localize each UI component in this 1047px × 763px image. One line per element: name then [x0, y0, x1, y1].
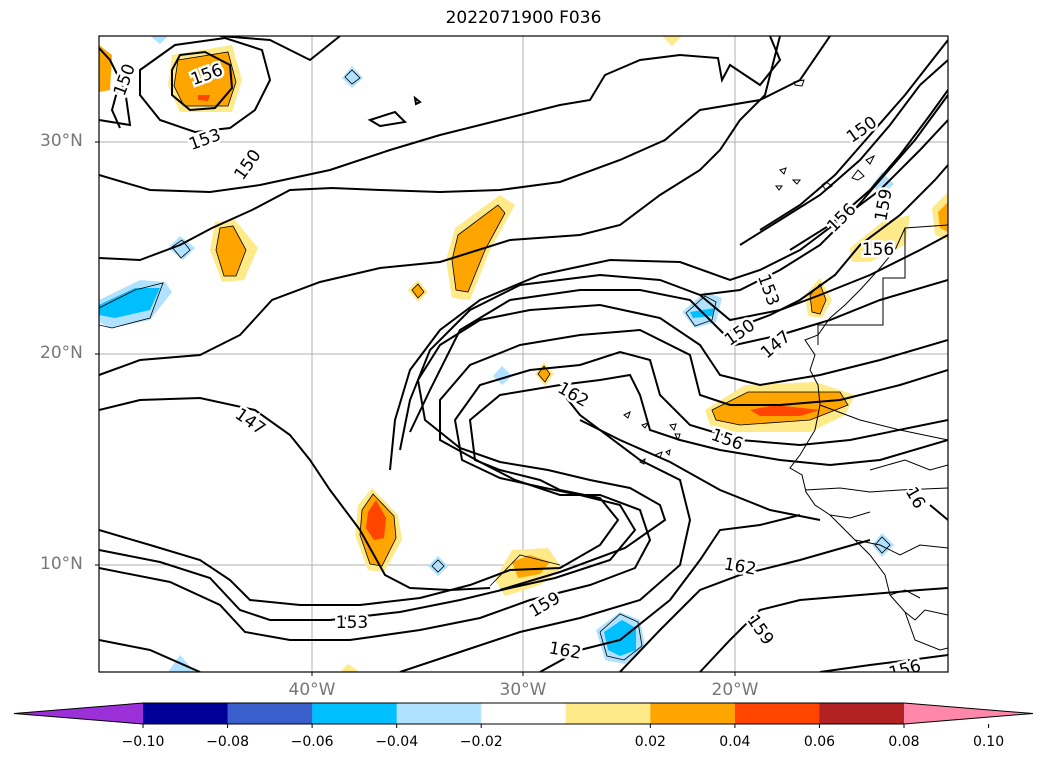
contour-label: 159: [743, 611, 778, 649]
negative-patch: [604, 620, 636, 656]
colorbar-segment: [143, 703, 229, 724]
map-title: 2022071900 F036: [445, 8, 602, 28]
negative-patch: [872, 533, 894, 557]
colorbar-segment: [396, 703, 482, 724]
patch-outlines: [99, 51, 891, 661]
contour-label: 153: [753, 271, 783, 308]
lat-label-30n: 30°N: [40, 131, 83, 151]
contour-label: 156: [823, 199, 860, 236]
lon-label-20w: 20°W: [711, 680, 759, 700]
colorbar-segment: [481, 703, 567, 724]
colorbar-tick-label: −0.04: [375, 734, 419, 750]
contour-label: 162: [547, 638, 582, 663]
contour-label: 156: [887, 656, 924, 684]
lon-label-30w: 30°W: [499, 680, 547, 700]
contour-label-halo: 153: [336, 613, 368, 633]
positive-patch: [850, 215, 910, 262]
colorbar-extend-min: [14, 703, 143, 724]
contour-label: 150: [231, 146, 266, 184]
contour-label: 147: [231, 405, 269, 440]
colorbar-tick-label: −0.06: [290, 734, 334, 750]
colorbar-segment: [734, 703, 820, 724]
positive-patch: [662, 36, 682, 46]
lat-label-10n: 10°N: [40, 554, 83, 574]
lon-label-40w: 40°W: [288, 680, 336, 700]
positive-patch: [512, 555, 550, 578]
negative-patch: [872, 172, 894, 196]
colorbar-segment: [312, 703, 398, 724]
colorbar-extend-max: [904, 703, 1033, 724]
positive-patch: [216, 226, 246, 276]
colorbar-segment: [819, 703, 905, 724]
positive-patch: [340, 664, 360, 672]
gridlines: [99, 36, 948, 672]
colorbar-tick-label: 0.10: [972, 734, 1005, 750]
contour-lines: [99, 36, 948, 672]
positive-patch: [810, 284, 826, 314]
negative-patch: [428, 556, 448, 576]
colorbar-segment: [650, 703, 736, 724]
colorbar: [13, 702, 1034, 728]
colorbar-tick-label: −0.02: [459, 734, 503, 750]
colorbar-segment: [227, 703, 313, 724]
colorbar-tick-label: −0.10: [121, 734, 165, 750]
colorbar-tick-label: 0.08: [888, 734, 920, 750]
positive-patch: [938, 202, 948, 232]
contour-label: 162: [722, 554, 757, 579]
negative-patch: [99, 288, 160, 318]
positive-patch: [750, 405, 820, 416]
negative-patch: [150, 36, 168, 44]
colorbar-tick-label: 0.04: [719, 734, 751, 750]
coastlines: [623, 79, 948, 651]
contour-label: 153: [186, 125, 223, 155]
negative-patch: [168, 236, 195, 260]
positive-patch: [198, 95, 210, 101]
positive-patch: [366, 500, 386, 540]
colorbar-tick-label: 0.06: [803, 734, 836, 750]
contour-label: 16: [901, 484, 929, 513]
positive-patch: [174, 52, 236, 106]
positive-patch: [99, 45, 112, 92]
colorbar-tick-label: −0.08: [206, 734, 249, 750]
axis-ticks: [95, 141, 736, 676]
colorbar-tick-label: 0.02: [634, 734, 666, 750]
contour-label: 156: [862, 240, 894, 260]
colorbar-segment: [565, 703, 651, 724]
negative-patch: [342, 66, 363, 88]
contour-label-halo: 156: [862, 240, 894, 260]
lat-label-20n: 20°N: [40, 343, 83, 363]
contour-label: 153: [336, 613, 368, 633]
positive-patch: [452, 205, 505, 292]
contour-label: 159: [871, 187, 896, 222]
